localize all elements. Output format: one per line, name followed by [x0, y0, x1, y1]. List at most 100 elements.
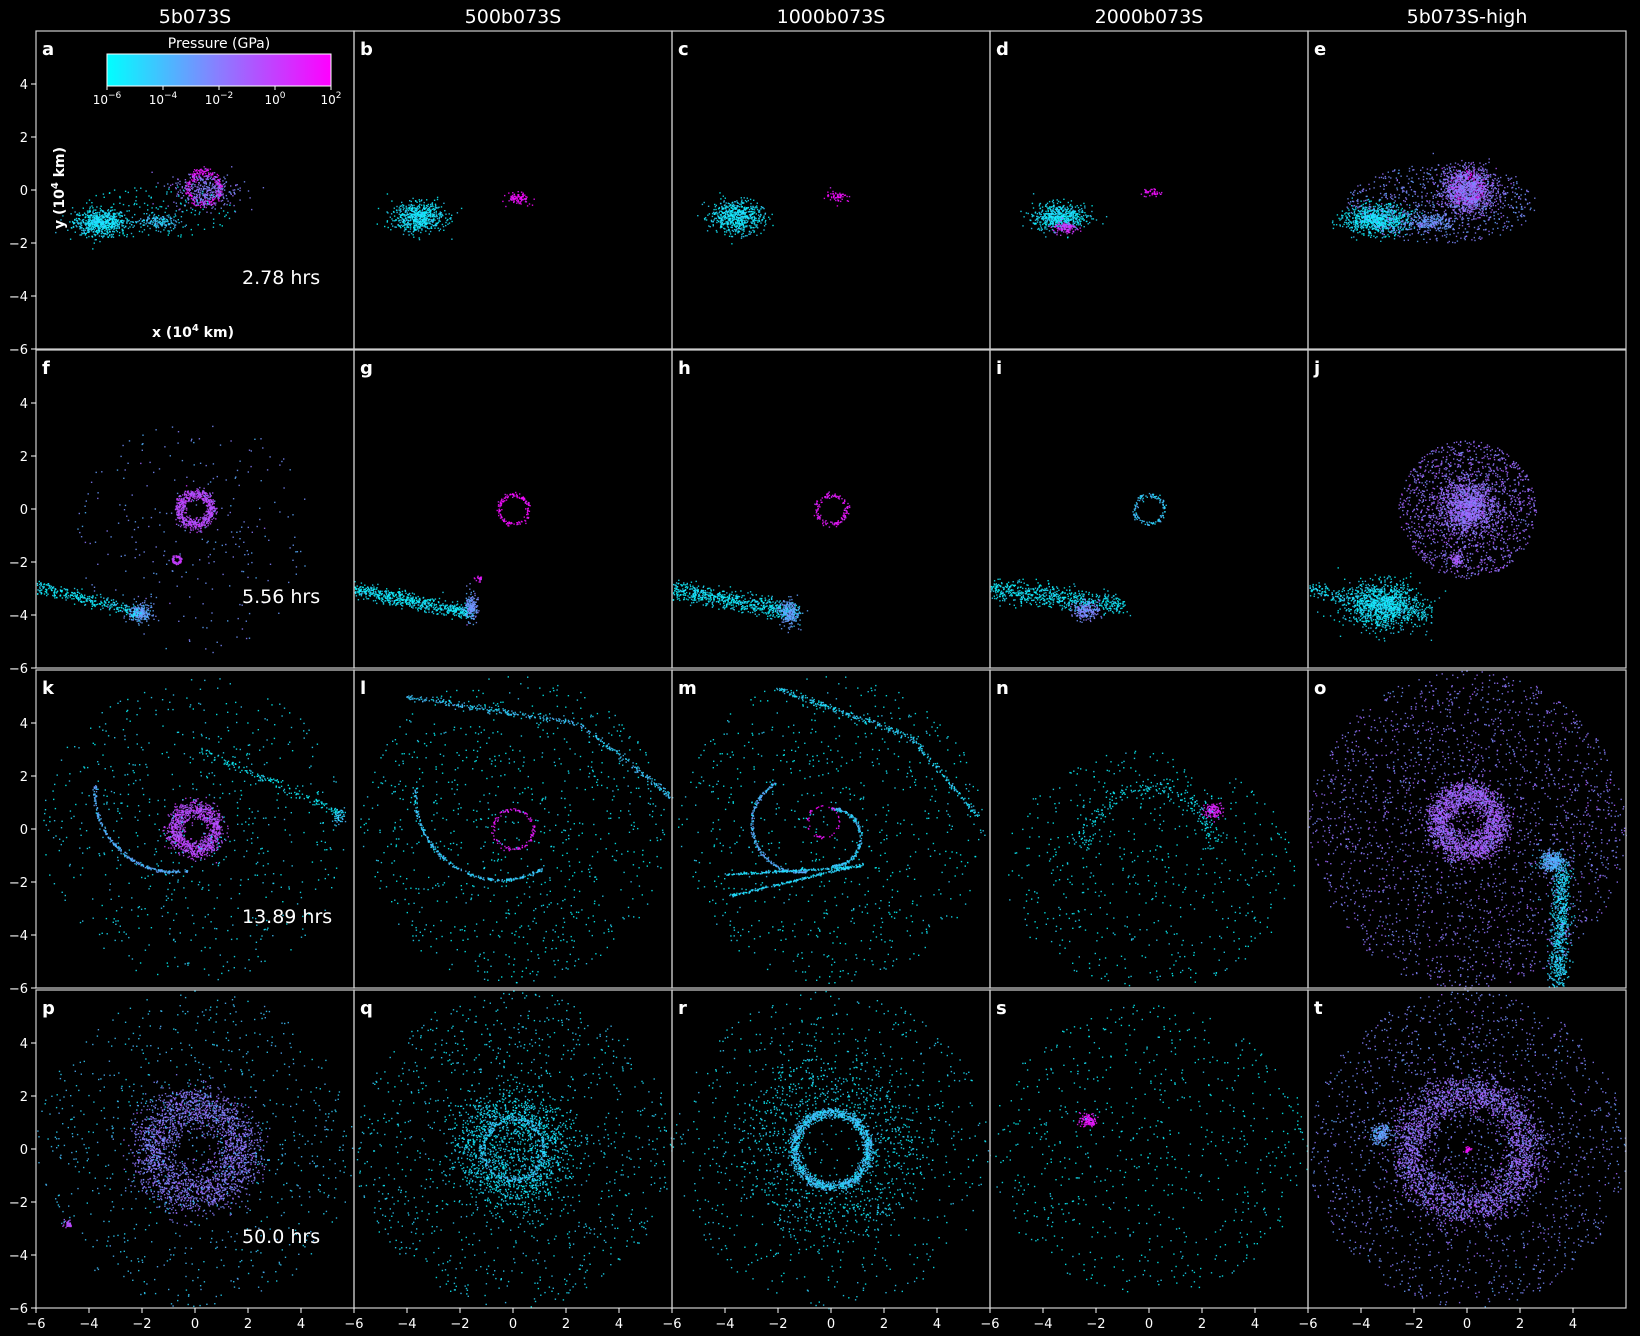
data-point: [128, 228, 129, 229]
data-point: [105, 222, 106, 223]
data-point: [81, 227, 82, 228]
data-point: [176, 221, 177, 222]
data-point: [114, 221, 115, 222]
data-point: [149, 228, 150, 229]
data-point: [83, 221, 84, 222]
data-point: [103, 224, 104, 225]
data-point: [109, 218, 110, 219]
data-point: [140, 226, 141, 227]
data-point: [163, 216, 164, 217]
data-point: [147, 220, 148, 221]
data-point: [95, 239, 96, 240]
data-point: [105, 219, 106, 220]
data-point: [106, 229, 107, 230]
data-point: [79, 234, 80, 235]
data-point: [185, 226, 186, 227]
data-point: [156, 227, 157, 228]
data-point: [78, 223, 79, 224]
data-point: [161, 225, 162, 226]
data-point: [131, 233, 132, 234]
data-point: [87, 227, 88, 228]
data-point: [147, 218, 148, 219]
data-point: [168, 216, 169, 217]
data-point: [109, 213, 110, 214]
data-point: [152, 222, 153, 223]
data-point: [169, 231, 170, 232]
data-point: [98, 220, 99, 221]
data-point: [92, 248, 93, 249]
data-point: [91, 223, 92, 224]
data-point: [109, 234, 110, 235]
data-point: [114, 223, 115, 224]
data-point: [117, 227, 118, 228]
data-point: [161, 219, 162, 220]
data-point: [166, 224, 167, 225]
data-point: [164, 227, 165, 228]
data-point: [158, 227, 159, 228]
data-point: [157, 225, 158, 226]
data-point: [89, 215, 90, 216]
data-point: [55, 232, 56, 233]
data-point: [100, 219, 101, 220]
data-point: [160, 218, 161, 219]
data-point: [89, 231, 90, 232]
data-point: [116, 216, 117, 217]
data-point: [72, 222, 73, 223]
data-point: [118, 214, 119, 215]
data-point: [84, 232, 85, 233]
data-point: [70, 239, 71, 240]
data-point: [73, 226, 74, 227]
data-point: [167, 215, 168, 216]
data-point: [105, 214, 106, 215]
data-point: [95, 235, 96, 236]
data-point: [106, 227, 107, 228]
data-point: [97, 219, 98, 220]
data-point: [131, 224, 132, 225]
data-point: [174, 227, 175, 228]
data-point: [80, 222, 81, 223]
data-point: [119, 217, 120, 218]
data-point: [103, 236, 104, 237]
data-point: [102, 226, 103, 227]
data-point: [145, 223, 146, 224]
data-point: [108, 220, 109, 221]
data-point: [91, 236, 92, 237]
data-point: [153, 217, 154, 218]
data-point: [124, 227, 125, 228]
data-point: [168, 223, 169, 224]
data-point: [107, 215, 108, 216]
data-point: [126, 221, 127, 222]
data-point: [96, 206, 97, 207]
data-point: [142, 220, 143, 221]
data-point: [146, 213, 147, 214]
data-point: [78, 215, 79, 216]
data-point: [72, 207, 73, 208]
data-point: [170, 217, 171, 218]
data-point: [83, 228, 84, 229]
data-point: [140, 223, 141, 224]
data-point: [121, 212, 122, 213]
data-point: [124, 215, 125, 216]
data-point: [112, 209, 113, 210]
data-point: [116, 230, 117, 231]
data-point: [153, 215, 154, 216]
data-point: [88, 228, 89, 229]
data-point: [108, 225, 109, 226]
data-point: [97, 226, 98, 227]
data-point: [96, 216, 97, 217]
data-point: [123, 220, 124, 221]
data-point: [165, 220, 166, 221]
data-point: [130, 221, 131, 222]
data-point: [69, 221, 70, 222]
data-point: [93, 231, 94, 232]
data-point: [86, 226, 87, 227]
data-point: [178, 222, 179, 223]
data-point: [171, 218, 172, 219]
data-point: [81, 230, 82, 231]
data-point: [119, 232, 120, 233]
data-point: [92, 229, 93, 230]
data-point: [173, 224, 174, 225]
data-point: [87, 210, 88, 211]
data-point: [122, 222, 123, 223]
data-point: [74, 211, 75, 212]
